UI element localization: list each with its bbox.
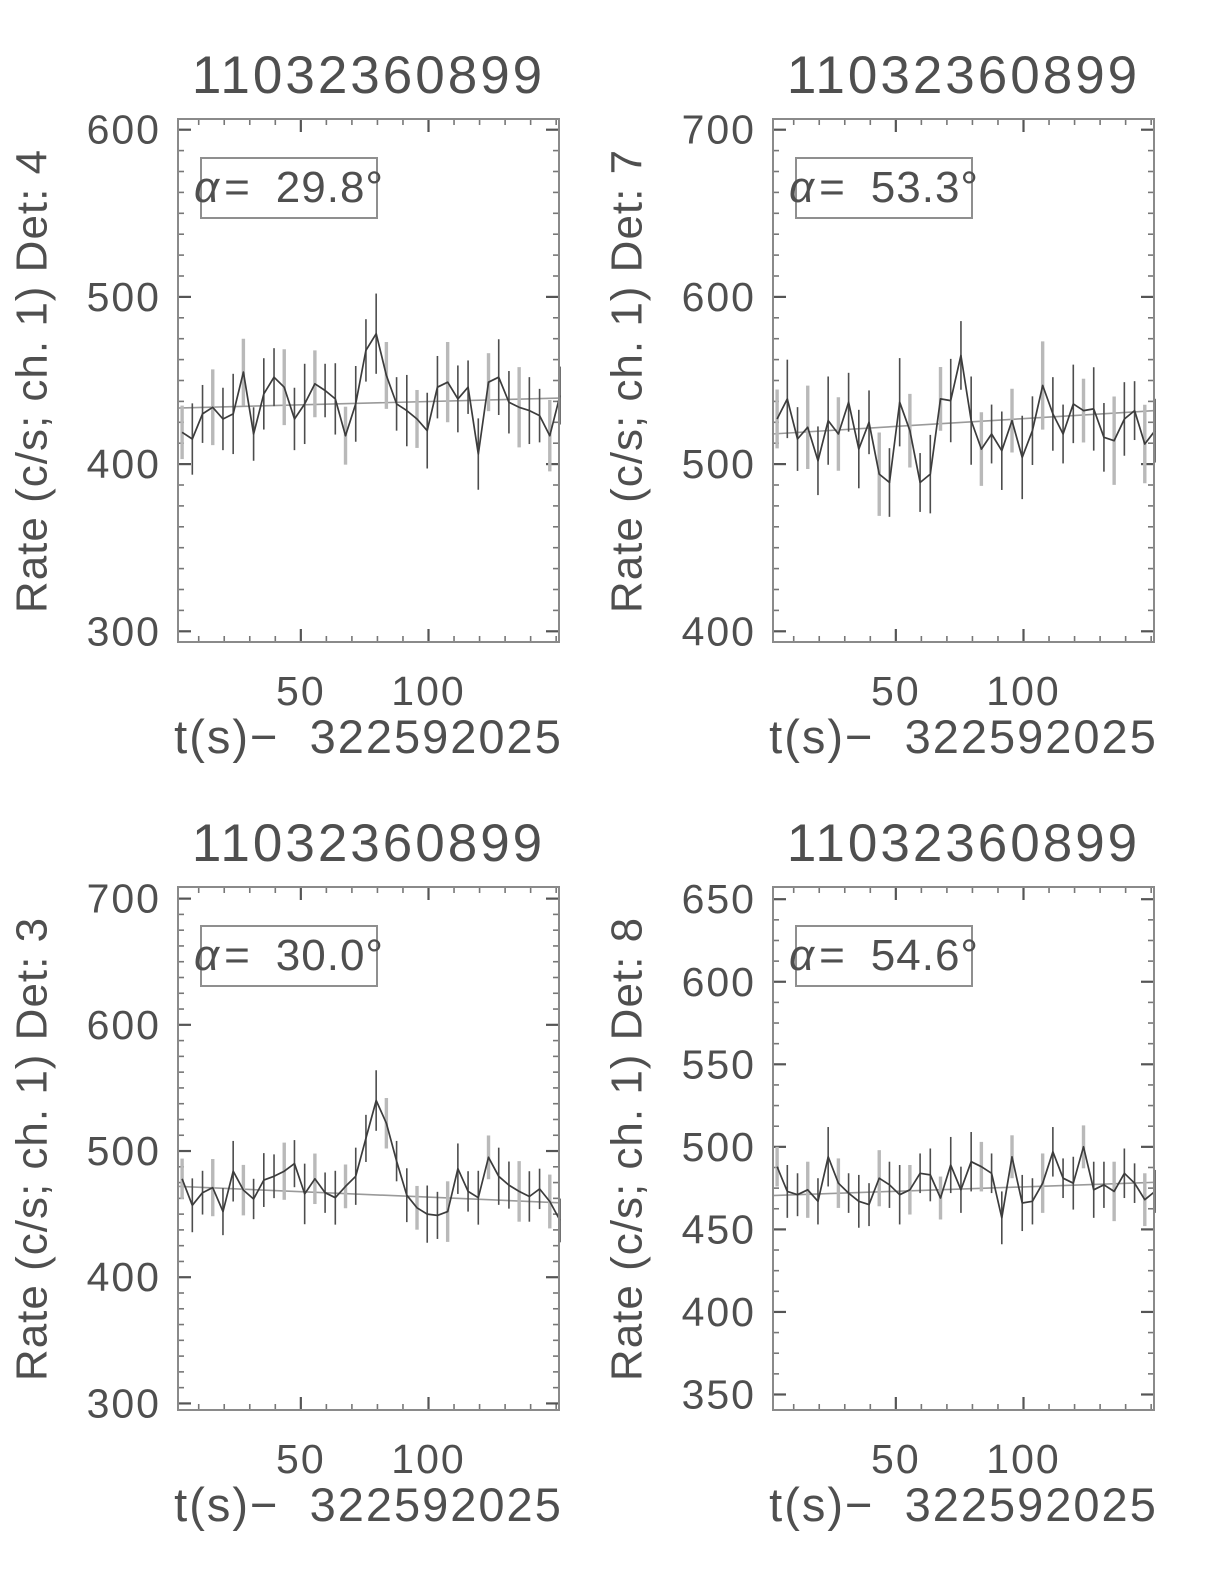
alpha-value: 53.3° — [870, 163, 980, 212]
x-axis-label: t(s)− 322592025 — [174, 1478, 563, 1531]
svg-text:500: 500 — [87, 274, 161, 320]
svg-text:400: 400 — [682, 1289, 756, 1335]
equals-sign: = — [224, 931, 250, 980]
svg-text:100: 100 — [986, 1436, 1060, 1482]
svg-text:300: 300 — [87, 608, 161, 654]
svg-text:400: 400 — [87, 441, 161, 487]
alpha-value: 30.0° — [275, 931, 385, 980]
x-axis-label: t(s)− 322592025 — [174, 710, 563, 763]
alpha-symbol: α — [193, 163, 220, 212]
svg-text:400: 400 — [682, 608, 756, 654]
alpha-annotation-box: α = 53.3° — [789, 157, 978, 219]
svg-text:650: 650 — [682, 876, 756, 922]
svg-text:100: 100 — [986, 668, 1060, 714]
y-axis-label: Rate (c/s; ch. 1) Det: 7 — [602, 148, 652, 614]
x-axis-label: t(s)− 322592025 — [769, 1478, 1158, 1531]
svg-text:300: 300 — [87, 1380, 161, 1426]
equals-sign: = — [819, 931, 845, 980]
svg-text:550: 550 — [682, 1041, 756, 1087]
alpha-symbol: α — [788, 931, 815, 980]
equals-sign: = — [224, 163, 250, 212]
svg-text:500: 500 — [682, 441, 756, 487]
svg-text:100: 100 — [391, 1436, 465, 1482]
svg-text:600: 600 — [87, 1002, 161, 1048]
svg-text:50: 50 — [276, 1436, 326, 1482]
y-axis-label: Rate (c/s; ch. 1) Det: 4 — [7, 148, 57, 614]
svg-text:500: 500 — [682, 1124, 756, 1170]
chart-title: 11032360899 — [786, 46, 1141, 105]
x-axis-label: t(s)− 322592025 — [769, 710, 1158, 763]
alpha-symbol: α — [788, 163, 815, 212]
alpha-value: 54.6° — [870, 931, 980, 980]
y-axis-label: Rate (c/s; ch. 1) Det: 8 — [602, 916, 652, 1382]
light-curve-plot: 50 100 300 400 500 600 — [87, 107, 561, 714]
panel-det-4: 11032360899 Rate (c/s; ch. 1) Det: 4 50 1… — [8, 46, 561, 763]
alpha-annotation-box: α = 30.0° — [194, 925, 383, 987]
chart-title: 11032360899 — [786, 814, 1141, 873]
svg-text:100: 100 — [391, 668, 465, 714]
svg-text:400: 400 — [87, 1254, 161, 1300]
svg-text:700: 700 — [682, 107, 756, 153]
y-axis-label: Rate (c/s; ch. 1) Det: 3 — [7, 916, 57, 1382]
svg-text:700: 700 — [87, 876, 161, 922]
alpha-annotation-box: α = 54.6° — [789, 925, 978, 987]
svg-text:450: 450 — [682, 1206, 756, 1252]
light-curve-plot: 50 100 300 400 500 600 700 — [87, 876, 561, 1482]
svg-text:350: 350 — [682, 1371, 756, 1417]
chart-title: 11032360899 — [191, 814, 546, 873]
light-curve-plot: 50 100 350 400 450 500 550 600 650 — [682, 876, 1156, 1482]
panel-det-3: 11032360899 Rate (c/s; ch. 1) Det: 3 50 1… — [8, 814, 561, 1531]
svg-text:500: 500 — [87, 1128, 161, 1174]
alpha-annotation-box: α = 29.8° — [194, 157, 383, 219]
alpha-value: 29.8° — [275, 163, 385, 212]
svg-text:50: 50 — [871, 668, 921, 714]
light-curve-plot: 50 100 400 500 600 700 — [682, 107, 1156, 714]
panel-det-7: 11032360899 Rate (c/s; ch. 1) Det: 7 50 1… — [603, 46, 1156, 763]
svg-text:600: 600 — [682, 959, 756, 1005]
chart-title: 11032360899 — [191, 46, 546, 105]
equals-sign: = — [819, 163, 845, 212]
svg-text:50: 50 — [276, 668, 326, 714]
svg-text:600: 600 — [87, 107, 161, 153]
svg-text:600: 600 — [682, 274, 756, 320]
svg-text:50: 50 — [871, 1436, 921, 1482]
alpha-symbol: α — [193, 931, 220, 980]
panel-det-8: 11032360899 Rate (c/s; ch. 1) Det: 8 50 1… — [603, 814, 1156, 1531]
